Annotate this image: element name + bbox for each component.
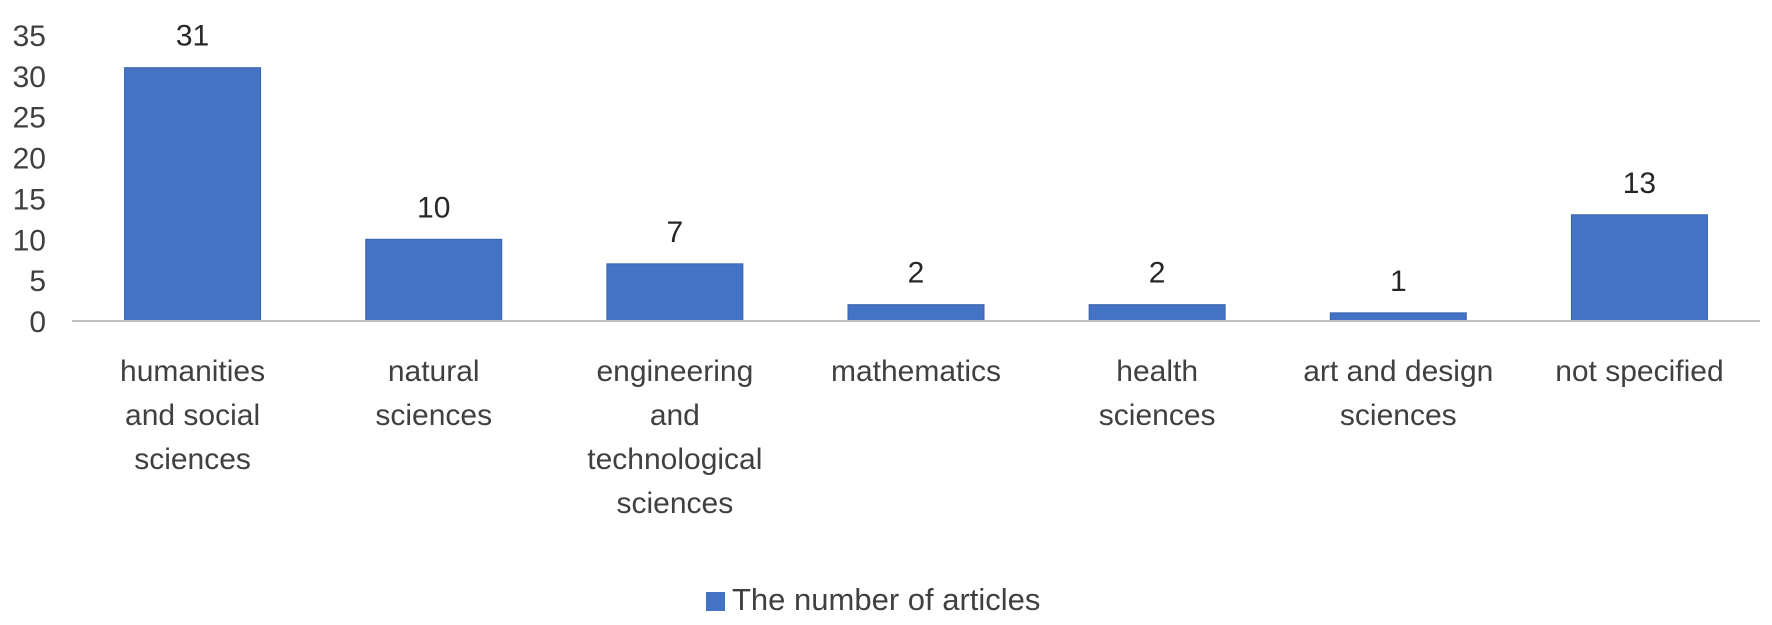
category-label: not specified <box>1555 355 1723 388</box>
y-tick-label: 0 <box>29 306 46 339</box>
y-tick-label: 5 <box>29 265 46 298</box>
y-tick-label: 25 <box>13 102 46 135</box>
bar <box>1329 312 1467 322</box>
data-label: 1 <box>1390 265 1407 298</box>
x-axis: humanities and social sciences natural scien… <box>72 320 1760 520</box>
category-label: art and design sciences <box>1303 355 1493 432</box>
data-label: 2 <box>1149 257 1166 290</box>
bars <box>124 67 1708 322</box>
data-label: 31 <box>176 20 209 53</box>
bar <box>124 67 262 322</box>
bar <box>1088 304 1226 322</box>
bar <box>847 304 985 322</box>
y-axis: 0 5 10 15 20 25 30 35 <box>13 20 46 339</box>
y-tick-label: 15 <box>13 183 46 216</box>
data-label: 13 <box>1623 167 1656 200</box>
data-label: 10 <box>417 191 450 224</box>
category-label: mathematics <box>831 355 1001 388</box>
bar <box>1570 214 1708 322</box>
data-label: 7 <box>667 216 684 249</box>
legend-swatch <box>706 592 725 611</box>
legend-label: The number of articles <box>732 582 1040 617</box>
data-label: 2 <box>908 257 925 290</box>
category-label: health sciences <box>1099 355 1216 432</box>
bar <box>365 238 503 322</box>
y-tick-label: 30 <box>13 61 46 94</box>
bar <box>606 263 744 322</box>
y-tick-label: 20 <box>13 143 46 176</box>
data-labels: 31 10 7 2 2 1 13 <box>176 20 1656 298</box>
category-label: engineering and technological sciences <box>587 355 762 520</box>
category-label: humanities and social sciences <box>120 355 265 476</box>
y-tick-label: 35 <box>13 20 46 53</box>
y-tick-label: 10 <box>13 224 46 257</box>
legend: The number of articles <box>706 582 1040 617</box>
category-label: natural sciences <box>375 355 492 432</box>
